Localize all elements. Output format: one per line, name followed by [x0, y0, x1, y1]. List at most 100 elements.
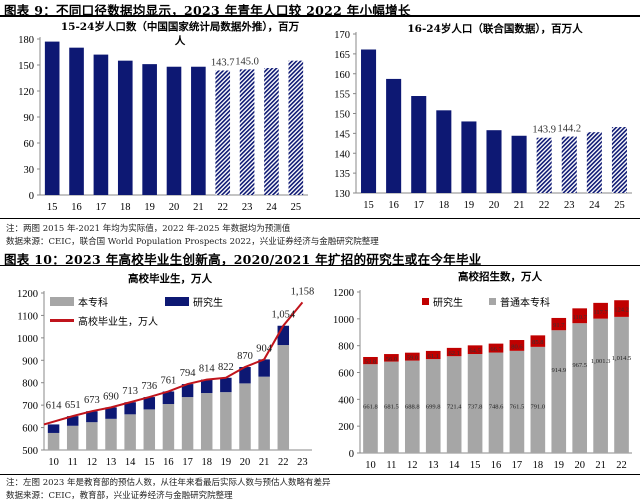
bar-undergrad	[200, 393, 213, 450]
x-tick-label: 17	[96, 202, 107, 213]
data-label-graduate: 59.0	[407, 355, 418, 362]
bar	[69, 47, 84, 195]
y-tick-label: 180	[18, 35, 34, 46]
forecast-bar	[239, 69, 255, 195]
x-tick-label: 23	[564, 200, 575, 211]
bar-undergrad	[363, 364, 378, 453]
y-tick-label: 150	[334, 110, 350, 121]
x-tick-label: 19	[144, 202, 155, 213]
x-tick-label: 15	[470, 460, 481, 471]
x-tick-label: 10	[365, 460, 376, 471]
data-label: 145.0	[235, 56, 259, 67]
bar-undergrad	[551, 330, 567, 453]
data-label-undergrad: 791.0	[531, 404, 546, 411]
bar	[117, 60, 133, 195]
bar	[436, 110, 452, 193]
bar-undergrad	[239, 383, 251, 450]
x-tick-label: 16	[388, 200, 399, 211]
x-tick-label: 18	[439, 200, 450, 211]
data-label-undergrad: 661.8	[363, 404, 378, 411]
legend-swatch	[50, 297, 74, 306]
bar-undergrad	[124, 414, 136, 450]
x-tick-label: 24	[589, 200, 600, 211]
bar-undergrad	[258, 376, 270, 450]
y-tick-label: 145	[334, 129, 350, 140]
bar-graduate	[47, 424, 60, 433]
legend-label: 研究生	[433, 298, 463, 309]
figure10-note: 注：左图 2023 年是教育部的预估人数，从往年来看最后实际人数与预估人数略有差…	[6, 478, 331, 488]
legend-label: 高校毕业生，万人	[78, 317, 158, 328]
figure10-source: 数据来源：CEIC，教育部，兴业证券经济与金融研究院整理	[6, 491, 233, 501]
bar-graduate	[488, 343, 504, 353]
x-tick-label: 10	[48, 457, 59, 468]
x-tick-label: 21	[514, 200, 525, 211]
data-label-undergrad: 914.9	[551, 367, 566, 374]
figure9-source: 数据来源：CEIC，联合国 World Population Prospects…	[6, 237, 379, 247]
bar-undergrad	[66, 425, 79, 450]
figure9-heading: 图表 9：不同口径数据均显示，2023 年青年人口较 2022 年小幅增长	[4, 3, 411, 18]
y-tick-label: 0	[29, 191, 34, 202]
chart1-title: 15-24岁人口数（中国国家统计局数据外推），百万人	[60, 21, 300, 47]
data-label: 144.2	[557, 124, 581, 135]
x-tick-label: 13	[106, 457, 117, 468]
legend-item-total-line: 高校毕业生，万人	[50, 313, 158, 328]
bar-undergrad	[47, 432, 60, 450]
legend-swatch	[165, 297, 189, 306]
bar	[461, 121, 477, 193]
data-label: 143.9	[532, 125, 556, 136]
divider	[0, 218, 640, 219]
y-tick-label: 600	[338, 369, 354, 380]
x-tick-label: 25	[291, 202, 302, 213]
y-tick-label: 500	[22, 446, 38, 457]
bar-graduate	[162, 391, 175, 405]
bar-graduate	[181, 384, 194, 398]
data-label-undergrad: 967.5	[572, 362, 587, 369]
data-label-undergrad: 681.5	[384, 404, 399, 411]
x-tick-label: 19	[554, 460, 565, 471]
y-tick-label: 700	[22, 401, 38, 412]
x-tick-label: 23	[297, 457, 308, 468]
x-tick-label: 17	[413, 200, 424, 211]
bar-graduate	[200, 379, 213, 394]
y-tick-label: 1200	[17, 289, 38, 300]
x-tick-label: 16	[491, 460, 502, 471]
x-tick-label: 24	[266, 202, 277, 213]
data-label-graduate: 117.7	[593, 309, 608, 316]
y-tick-label: 800	[338, 342, 354, 353]
bar	[486, 130, 502, 193]
y-tick-label: 1200	[333, 288, 354, 299]
bar-graduate	[467, 345, 483, 355]
data-label-graduate: 110.7	[572, 314, 587, 321]
y-tick-label: 155	[334, 90, 350, 101]
x-tick-label: 17	[512, 460, 523, 471]
y-tick-label: 800	[22, 379, 38, 390]
x-tick-label: 17	[182, 457, 193, 468]
x-tick-label: 12	[87, 457, 98, 468]
x-tick-label: 20	[574, 460, 585, 471]
x-tick-label: 11	[386, 460, 396, 471]
y-tick-label: 150	[18, 61, 34, 72]
y-tick-label: 200	[338, 422, 354, 433]
bar-graduate	[220, 377, 232, 393]
bar-graduate	[258, 359, 270, 377]
bar-undergrad	[384, 361, 399, 453]
legend-item-undergrad: 本专科	[50, 294, 108, 309]
data-label-undergrad: 688.8	[405, 404, 420, 411]
x-tick-label: 23	[242, 202, 253, 213]
x-tick-label: 20	[169, 202, 180, 213]
bar-undergrad	[181, 397, 194, 450]
bar	[142, 64, 157, 195]
data-label: 1,158	[291, 286, 315, 297]
x-tick-label: 21	[193, 202, 204, 213]
data-label: 822	[218, 362, 234, 373]
legend-label: 普通本专科	[500, 298, 550, 309]
forecast-bar	[536, 137, 552, 193]
data-label-graduate: 61.1	[428, 353, 439, 360]
legend-swatch	[422, 298, 429, 305]
bar-undergrad	[404, 360, 420, 453]
x-tick-label: 18	[120, 202, 131, 213]
bar-graduate	[277, 325, 290, 346]
y-tick-label: 30	[24, 165, 35, 176]
